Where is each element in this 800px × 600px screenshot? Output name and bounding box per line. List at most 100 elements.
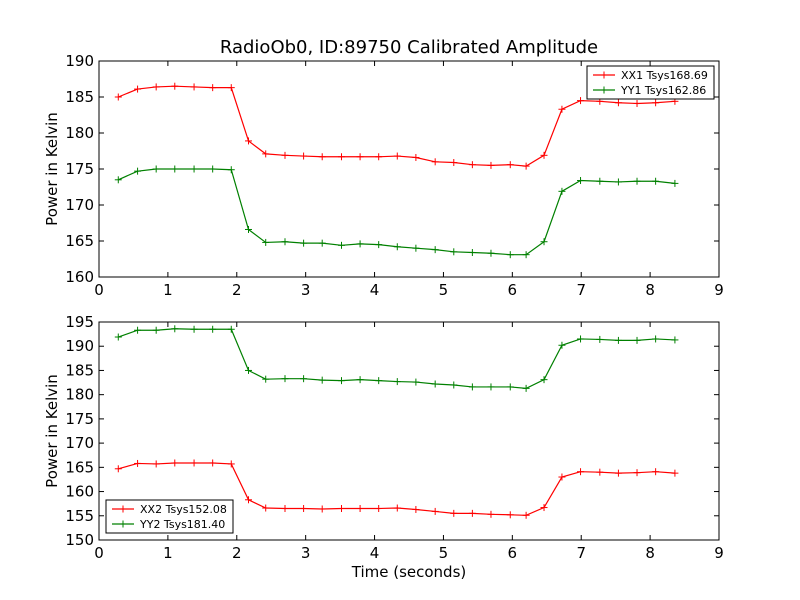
data-point	[412, 378, 420, 386]
data-point	[171, 82, 179, 90]
data-point	[652, 177, 660, 185]
data-point	[431, 507, 439, 515]
x-axis-label: Time (seconds)	[351, 563, 467, 581]
data-point	[412, 244, 420, 252]
data-point	[356, 505, 364, 513]
x-tick-label: 0	[94, 544, 104, 562]
data-point	[134, 459, 142, 467]
x-tick-label: 3	[301, 544, 311, 562]
ticks-bottom: 0 1 2 3 4 5 6 7 8 9 150 155 160 165 170 175 180 185 190 195	[65, 313, 723, 562]
data-point	[281, 151, 289, 159]
data-point	[262, 150, 270, 158]
data-point	[227, 325, 235, 333]
data-point	[114, 333, 122, 341]
data-point	[209, 165, 217, 173]
data-point	[356, 240, 364, 248]
data-point	[487, 383, 495, 391]
subplot-top: RadioOb0, ID:89750 Calibrated Amplitude …	[43, 37, 724, 299]
data-point	[393, 378, 401, 386]
x-tick-label: 0	[94, 281, 104, 299]
data-point	[134, 167, 142, 175]
x-tick-label: 1	[163, 281, 173, 299]
data-point	[450, 248, 458, 256]
x-tick-label: 8	[645, 544, 655, 562]
data-point	[450, 381, 458, 389]
data-point	[450, 509, 458, 517]
x-tick-label: 7	[576, 544, 586, 562]
y-tick-label: 195	[65, 313, 94, 331]
data-point	[262, 375, 270, 383]
y-tick-label: 180	[65, 124, 94, 142]
data-point	[262, 238, 270, 246]
data-point	[318, 153, 326, 161]
legend-label: XX1 Tsys168.69	[621, 69, 708, 82]
x-tick-label: 2	[232, 544, 242, 562]
y-tick-label: 150	[65, 531, 94, 549]
data-point	[281, 375, 289, 383]
legend-label: YY2 Tsys181.40	[139, 518, 225, 531]
data-point	[558, 473, 566, 481]
data-point	[134, 85, 142, 93]
data-point	[209, 325, 217, 333]
legend-label: XX2 Tsys152.08	[140, 503, 227, 516]
data-point	[134, 326, 142, 334]
data-point	[558, 341, 566, 349]
x-tick-label: 2	[232, 281, 242, 299]
data-point	[114, 176, 122, 184]
data-point	[190, 165, 198, 173]
data-point	[614, 178, 622, 186]
y-tick-label: 175	[65, 410, 94, 428]
series-top	[114, 82, 679, 259]
data-point	[522, 162, 530, 170]
x-tick-label: 4	[370, 544, 380, 562]
data-point	[487, 161, 495, 169]
data-point	[522, 251, 530, 259]
data-point	[540, 504, 548, 512]
data-point	[262, 504, 270, 512]
data-point	[468, 249, 476, 257]
legend-top: XX1 Tsys168.69 YY1 Tsys162.86	[586, 65, 715, 100]
data-point	[190, 83, 198, 91]
y-axis-label-bottom: Power in Kelvin	[43, 374, 61, 488]
data-point	[558, 105, 566, 113]
data-point	[577, 177, 585, 185]
data-point	[318, 376, 326, 384]
data-point	[114, 93, 122, 101]
y-tick-label: 170	[65, 196, 94, 214]
y-tick-label: 170	[65, 434, 94, 452]
data-point	[356, 153, 364, 161]
subplot-bottom: 0 1 2 3 4 5 6 7 8 9 150 155 160 165 170 175 180 185 190 195…	[43, 313, 724, 581]
data-point	[300, 505, 308, 513]
data-point	[506, 251, 514, 259]
data-point	[114, 465, 122, 473]
data-point	[244, 366, 252, 374]
data-point	[633, 177, 641, 185]
y-tick-label: 160	[65, 268, 94, 286]
data-point	[375, 241, 383, 249]
y-tick-label: 175	[65, 160, 94, 178]
data-point	[209, 84, 217, 92]
data-point	[614, 99, 622, 107]
data-point	[431, 380, 439, 388]
x-tick-label: 4	[370, 281, 380, 299]
data-point	[412, 505, 420, 513]
data-point	[227, 84, 235, 92]
data-point	[337, 505, 345, 513]
data-point	[522, 384, 530, 392]
x-tick-label: 5	[439, 544, 449, 562]
x-tick-label: 7	[576, 281, 586, 299]
data-point	[393, 504, 401, 512]
data-point	[652, 99, 660, 107]
data-point	[300, 375, 308, 383]
data-point	[393, 243, 401, 251]
x-tick-label: 9	[714, 281, 724, 299]
x-tick-label: 3	[301, 281, 311, 299]
data-point	[190, 459, 198, 467]
y-tick-label: 190	[65, 337, 94, 355]
data-point	[596, 177, 604, 185]
data-point	[468, 161, 476, 169]
data-point	[318, 239, 326, 247]
data-point	[412, 153, 420, 161]
data-point	[393, 152, 401, 160]
